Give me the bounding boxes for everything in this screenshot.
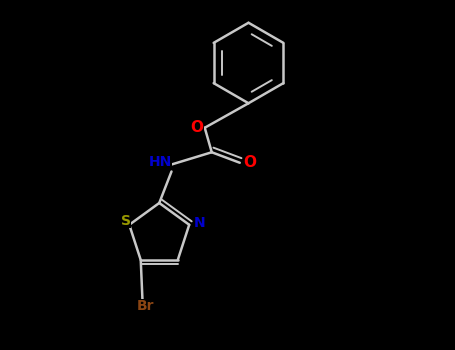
- Text: HN: HN: [149, 155, 172, 169]
- Text: O: O: [243, 155, 256, 169]
- Text: S: S: [121, 214, 131, 228]
- Text: N: N: [194, 216, 206, 230]
- Text: Br: Br: [136, 299, 154, 313]
- Text: O: O: [191, 120, 203, 134]
